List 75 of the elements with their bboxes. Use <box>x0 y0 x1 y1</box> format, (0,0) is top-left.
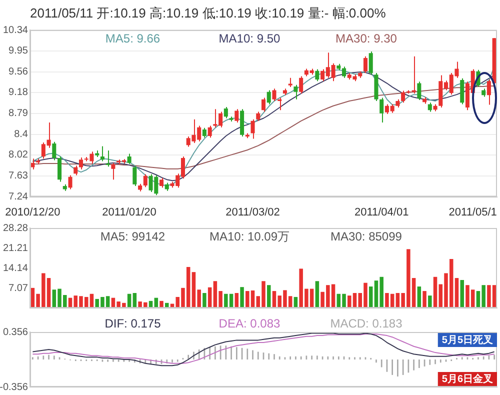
x-tick-label: 2010/12/20 <box>5 206 60 218</box>
candlestick <box>278 97 282 111</box>
y-tick-label: 7.07 <box>8 282 28 294</box>
candlestick <box>127 153 132 164</box>
candlestick <box>74 165 78 176</box>
annotation: 5月5日死叉 <box>442 334 494 346</box>
candlestick <box>78 157 84 170</box>
bar <box>315 281 320 308</box>
bar <box>266 285 271 308</box>
x-tick-label: 2011/05/1 <box>448 206 497 218</box>
y-tick-label: 28.28 <box>2 222 28 234</box>
x-tick-label: 2011/04/01 <box>354 206 409 218</box>
x-tick-label: 2011/03/02 <box>226 206 280 218</box>
candlestick <box>294 84 298 100</box>
candlestick <box>299 76 304 94</box>
candlestick <box>106 150 110 168</box>
candlestick <box>52 141 56 161</box>
bar <box>433 276 438 308</box>
annotation: MA5: 99142 <box>100 229 166 244</box>
candlestick <box>143 174 148 188</box>
candlestick <box>428 102 432 112</box>
candlestick <box>256 111 260 122</box>
bar <box>460 280 464 308</box>
y-tick-label: 8.4 <box>14 129 28 140</box>
y-tick-label: 14.14 <box>2 262 28 274</box>
candlestick <box>250 118 255 140</box>
candlestick <box>380 97 384 124</box>
text: DIF: 0.175 <box>104 316 162 330</box>
candlestick <box>266 90 271 105</box>
candlestick <box>132 166 137 187</box>
candlestick <box>234 108 239 124</box>
y-tick-label: 7.63 <box>8 170 28 182</box>
annotation: MA30: 85099 <box>330 229 402 244</box>
y-tick-label: 7.24 <box>8 192 28 203</box>
candlestick <box>261 97 266 112</box>
annotation: MA10: 10.09万 <box>209 229 290 244</box>
candlestick <box>401 90 406 104</box>
text: MA5: 9.66 <box>105 31 160 46</box>
candlestick <box>111 162 116 180</box>
candlestick <box>363 56 368 74</box>
text: MA30: 9.30 <box>336 31 398 46</box>
y-tick-label: 9.18 <box>8 87 28 98</box>
candlestick <box>58 156 62 182</box>
y-tick-label: 9.56 <box>8 66 28 78</box>
candlestick <box>100 146 104 162</box>
candlestick <box>368 51 373 76</box>
x-tick-label: 2011/01/20 <box>102 206 156 218</box>
bar <box>160 300 164 308</box>
annotation: 5月6日金叉 <box>442 372 494 385</box>
bar <box>422 291 426 308</box>
y-tick-label: -0.356 <box>0 382 28 393</box>
y-tick-label: 10.34 <box>2 24 28 36</box>
candlestick <box>224 106 228 119</box>
text: MACD: 0.183 <box>330 316 403 330</box>
chart-title: 2011/05/11 开:10.19 高:10.19 低:10.19 收:10.19 量:- 幅:0.00% <box>30 6 386 21</box>
candlestick <box>315 68 320 82</box>
bar <box>428 296 432 308</box>
candlestick <box>272 88 276 102</box>
y-tick-label: 9.95 <box>8 46 28 57</box>
y-tick-label: 8.02 <box>8 150 28 161</box>
candlestick <box>202 127 206 138</box>
candlestick <box>68 174 72 190</box>
candlestick <box>208 125 212 138</box>
y-tick-label: 21.21 <box>2 242 28 254</box>
candlestick <box>288 77 292 88</box>
candlestick <box>486 79 491 106</box>
y-tick-label: 0.356 <box>2 326 28 338</box>
y-tick-label: 8.79 <box>8 108 28 120</box>
text: MA10: 9.50 <box>218 31 280 46</box>
candlestick <box>417 81 422 100</box>
bar <box>240 287 244 308</box>
candlestick <box>160 177 164 188</box>
bar <box>202 293 206 308</box>
candlestick <box>460 78 464 105</box>
series-label: DEA: 0.083 <box>218 316 280 330</box>
